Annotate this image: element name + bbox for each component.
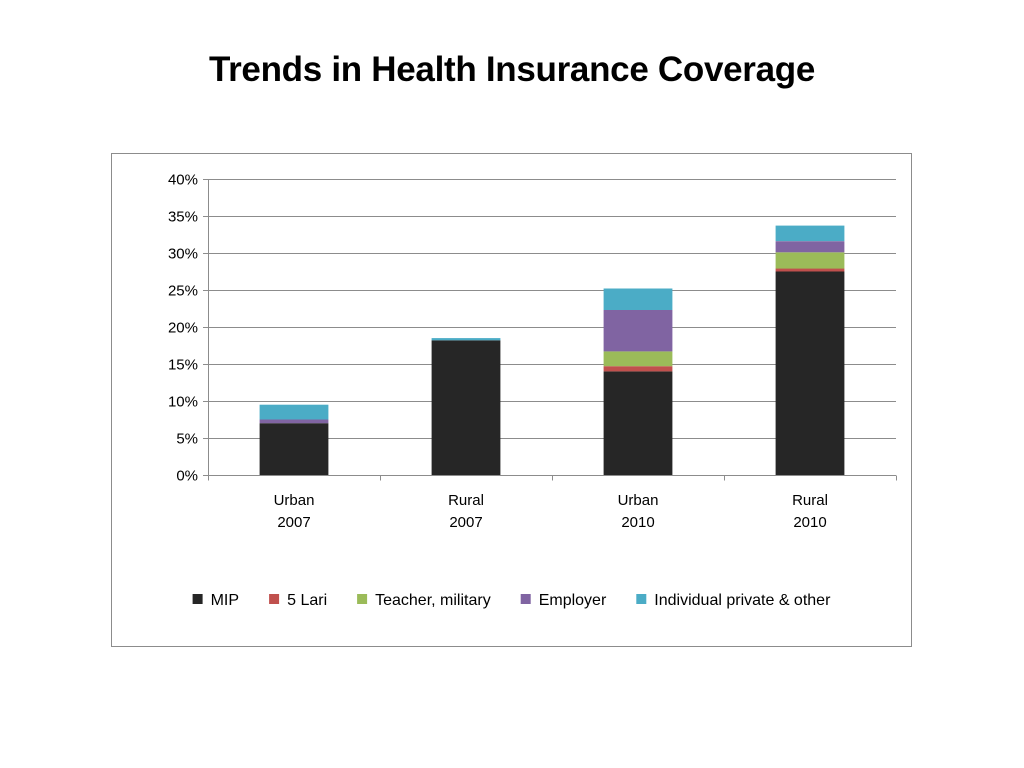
y-tick-label: 0% [176,468,198,485]
bar-segment [775,241,845,253]
bar-segment [431,340,501,475]
x-tick-label: Urban 2007 [274,492,315,531]
bar-segment [431,338,501,341]
x-tick-label-line: Urban [274,492,315,509]
legend-swatch [269,594,280,604]
bar-segment [603,371,673,475]
legend-label: 5 Lari [287,592,327,609]
legend-swatch [192,594,203,604]
bar-segment [603,351,673,367]
y-tick-label: 35% [168,209,198,226]
legend-label: Employer [539,592,607,609]
bar-segment [775,268,845,272]
x-tick-label-line: Urban [618,492,659,509]
bar-segment [259,404,329,420]
x-tick-label-line: 2010 [793,514,826,531]
chart-frame: 0% 5% 10% 15% 20% 25% 30% 35% 40% Urban 2007 Rural 2… [111,153,912,647]
y-tick-label: 10% [168,394,198,411]
bar-segment [775,271,845,475]
bar-segment [603,288,673,310]
bar-segment [775,252,845,269]
legend-label: Teacher, military [375,592,491,609]
y-tick-label: 30% [168,246,198,263]
bar-segment [775,225,845,242]
x-tick-label: Rural 2010 [792,492,828,531]
x-tick-label-line: 2010 [621,514,654,531]
y-tick-label: 20% [168,320,198,337]
legend-swatch [357,594,368,604]
y-tick-label: 25% [168,283,198,300]
x-tick-label-line: Rural [792,492,828,509]
bar-segment [603,310,673,352]
y-tick-label: 15% [168,357,198,374]
legend-label: Individual private & other [654,592,831,609]
x-tick-label: Urban 2010 [618,492,659,531]
y-tick-label: 5% [176,431,198,448]
slide-title: Trends in Health Insurance Coverage [208,50,816,89]
x-tick-label: Rural 2007 [448,492,484,531]
bar-segment [259,423,329,475]
stacked-bar-chart: 0% 5% 10% 15% 20% 25% 30% 35% 40% Urban 2007 Rural 2… [168,172,897,609]
legend-swatch [520,594,531,604]
y-tick-label: 40% [168,172,198,189]
bar-segment [259,419,329,424]
legend-swatch [636,594,647,604]
x-tick-label-line: 2007 [277,514,310,531]
x-tick-label-line: Rural [448,492,484,509]
legend-label: MIP [211,592,239,609]
x-tick-label-line: 2007 [449,514,482,531]
bar-segment [603,366,673,372]
